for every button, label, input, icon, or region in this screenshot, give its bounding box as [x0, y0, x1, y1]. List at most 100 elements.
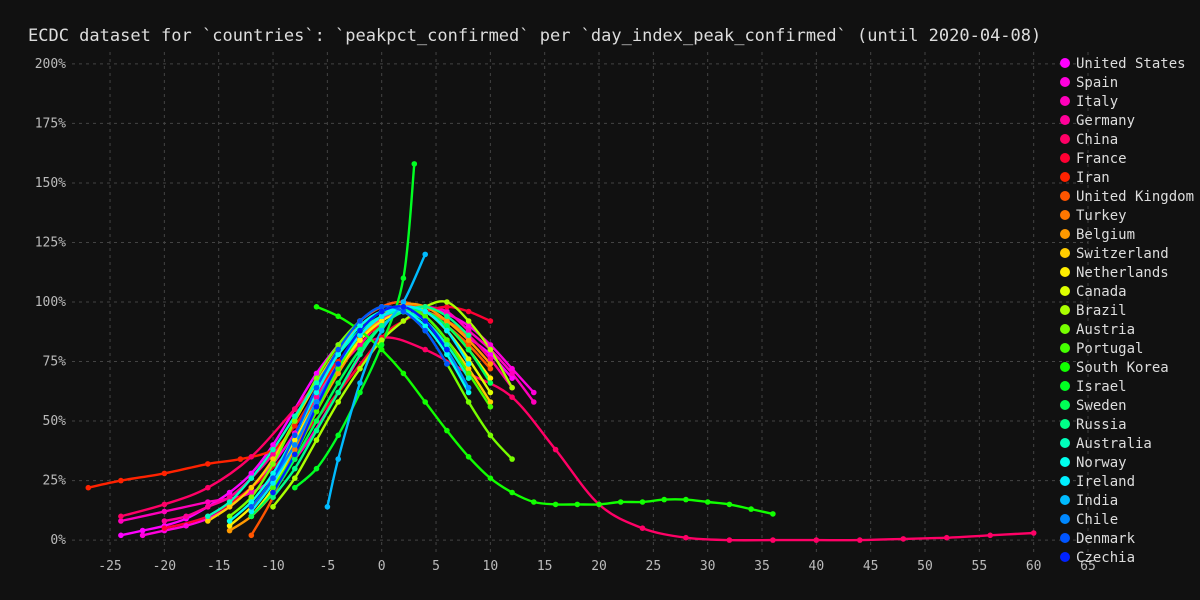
data-point [292, 423, 298, 429]
data-point [422, 327, 429, 334]
legend-label: China [1076, 132, 1118, 148]
data-point [292, 406, 298, 412]
data-point [509, 394, 515, 401]
data-point [292, 418, 298, 424]
data-point [205, 504, 211, 510]
data-point [400, 308, 407, 315]
data-point [205, 518, 211, 524]
legend-marker [1060, 115, 1070, 125]
data-point [444, 304, 450, 310]
data-point [161, 525, 168, 531]
legend-marker [1060, 96, 1070, 106]
data-point [378, 346, 385, 353]
data-point [270, 451, 276, 458]
x-tick-label: -5 [320, 559, 336, 574]
data-point [335, 370, 342, 377]
legend-marker [1060, 134, 1070, 144]
y-tick-label: 125% [35, 235, 66, 250]
x-tick-label: -15 [207, 559, 230, 574]
data-point [335, 361, 342, 367]
data-point [313, 427, 320, 434]
data-point [118, 532, 124, 539]
data-point [770, 511, 776, 517]
x-tick-label: 15 [537, 559, 553, 574]
data-point [444, 342, 450, 348]
data-point [552, 501, 559, 508]
data-point [444, 313, 450, 320]
data-point [270, 461, 276, 467]
data-point [509, 384, 515, 391]
series-line [120, 336, 1034, 542]
chart-title: ECDC dataset for `countries`: `peakpct_c… [28, 26, 1041, 46]
series-line [250, 305, 448, 508]
data-point [422, 346, 429, 353]
data-point [378, 323, 385, 329]
y-tick-label: 150% [35, 176, 66, 191]
x-tick-label: 50 [917, 559, 933, 574]
data-point [205, 513, 211, 520]
legend-marker [1060, 457, 1070, 467]
data-point [226, 499, 233, 505]
data-point [357, 318, 363, 324]
data-point [487, 475, 494, 482]
data-point [422, 313, 429, 320]
data-point [531, 399, 537, 405]
data-point [292, 432, 298, 439]
data-point [444, 318, 450, 324]
data-point [465, 356, 472, 362]
data-point [313, 399, 320, 405]
data-point [270, 494, 276, 501]
data-point [639, 499, 646, 505]
data-point [248, 454, 255, 460]
data-point [531, 499, 537, 505]
data-point [487, 432, 494, 439]
legend-marker [1060, 77, 1070, 87]
legend-label: Russia [1076, 417, 1127, 433]
legend-marker [1060, 381, 1070, 391]
y-tick-label: 175% [35, 116, 66, 131]
data-point [335, 351, 342, 358]
legend-marker [1060, 210, 1070, 220]
data-point [400, 299, 407, 305]
data-point [400, 370, 407, 377]
data-point [378, 337, 385, 343]
legend-label: Portugal [1076, 341, 1143, 357]
data-point [444, 327, 450, 334]
data-point [292, 484, 298, 491]
data-point [335, 456, 342, 462]
x-tick-label: 30 [700, 559, 716, 574]
legend-label: Belgium [1076, 227, 1135, 243]
data-point [444, 361, 450, 367]
data-point [313, 418, 320, 424]
y-tick-label: 0% [50, 533, 66, 548]
legend-marker [1060, 267, 1070, 277]
data-point [313, 370, 320, 377]
data-point [487, 399, 494, 405]
data-point [118, 477, 124, 484]
legend-marker [1060, 229, 1070, 239]
data-point [270, 442, 276, 448]
data-point [183, 523, 189, 529]
data-point [465, 361, 472, 367]
data-point [248, 475, 255, 482]
data-point [313, 375, 320, 382]
data-point [248, 504, 255, 510]
data-point [357, 332, 363, 339]
data-point [335, 399, 342, 405]
data-point [313, 394, 320, 401]
data-point [465, 323, 472, 329]
legend-marker [1060, 419, 1070, 429]
x-tick-label: 5 [432, 559, 440, 574]
legend-label: Denmark [1076, 531, 1136, 547]
data-point [335, 346, 342, 353]
data-point [726, 537, 733, 543]
x-tick-label: 35 [754, 559, 770, 574]
legend-marker [1060, 514, 1070, 524]
data-point [292, 465, 298, 472]
x-axis-ticks: -25 -20 -15 -10 -5 0 5 10 15 20 25 30 35 40 45 50 55 60 65 [98, 559, 1096, 574]
data-point [487, 404, 494, 410]
x-tick-label: -25 [98, 559, 121, 574]
legend-label: Australia [1076, 436, 1152, 452]
data-point [226, 504, 233, 510]
legend-label: Italy [1076, 94, 1118, 110]
